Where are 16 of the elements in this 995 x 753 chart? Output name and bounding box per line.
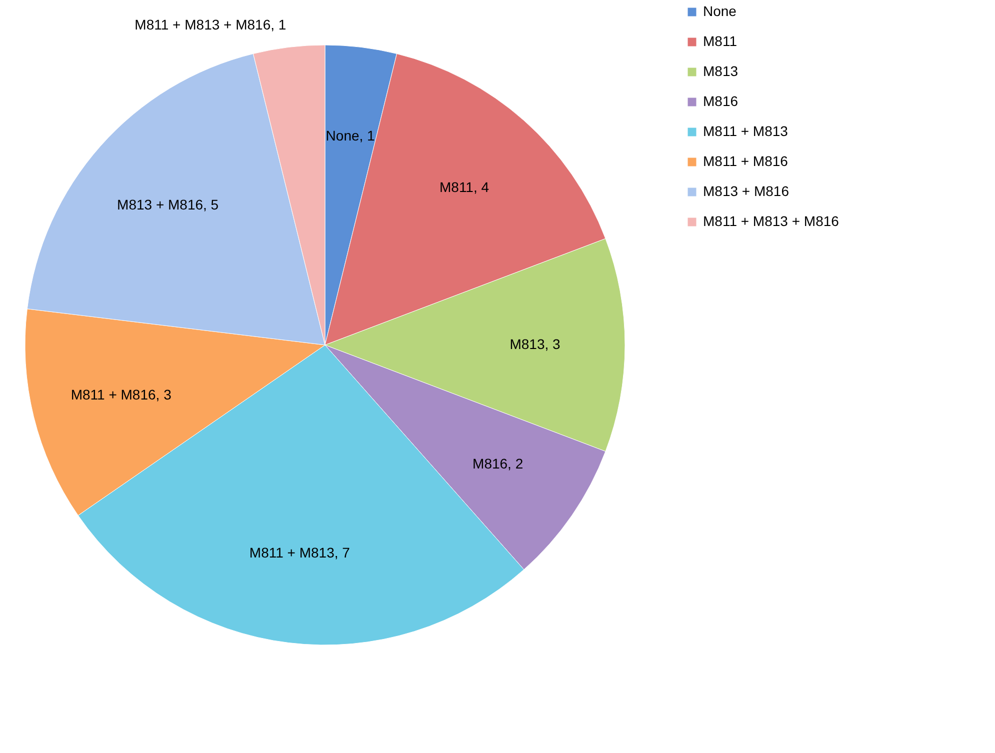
data-label: M813 + M816, 5 xyxy=(117,196,219,213)
data-label: None, 1 xyxy=(326,128,376,144)
legend-label: M813 + M816 xyxy=(703,183,790,199)
data-label: M811 + M813, 7 xyxy=(249,544,350,560)
legend-label: M813 xyxy=(703,63,738,79)
data-label: M811 + M816, 3 xyxy=(70,386,172,402)
legend-label: M816 xyxy=(703,93,738,109)
legend-label: M811 + M816 xyxy=(703,153,788,169)
legend-label: None xyxy=(703,3,737,19)
data-label: M813, 3 xyxy=(510,336,561,352)
data-label: M811, 4 xyxy=(439,178,490,195)
legend-label: M811 + M813 + M816 xyxy=(703,213,840,229)
data-label: M816, 2 xyxy=(472,455,524,472)
data-label: M811 + M813 + M816, 1 xyxy=(134,16,286,32)
legend-label: M811 + M813 xyxy=(703,123,788,139)
legend-label: M811 xyxy=(703,33,738,49)
